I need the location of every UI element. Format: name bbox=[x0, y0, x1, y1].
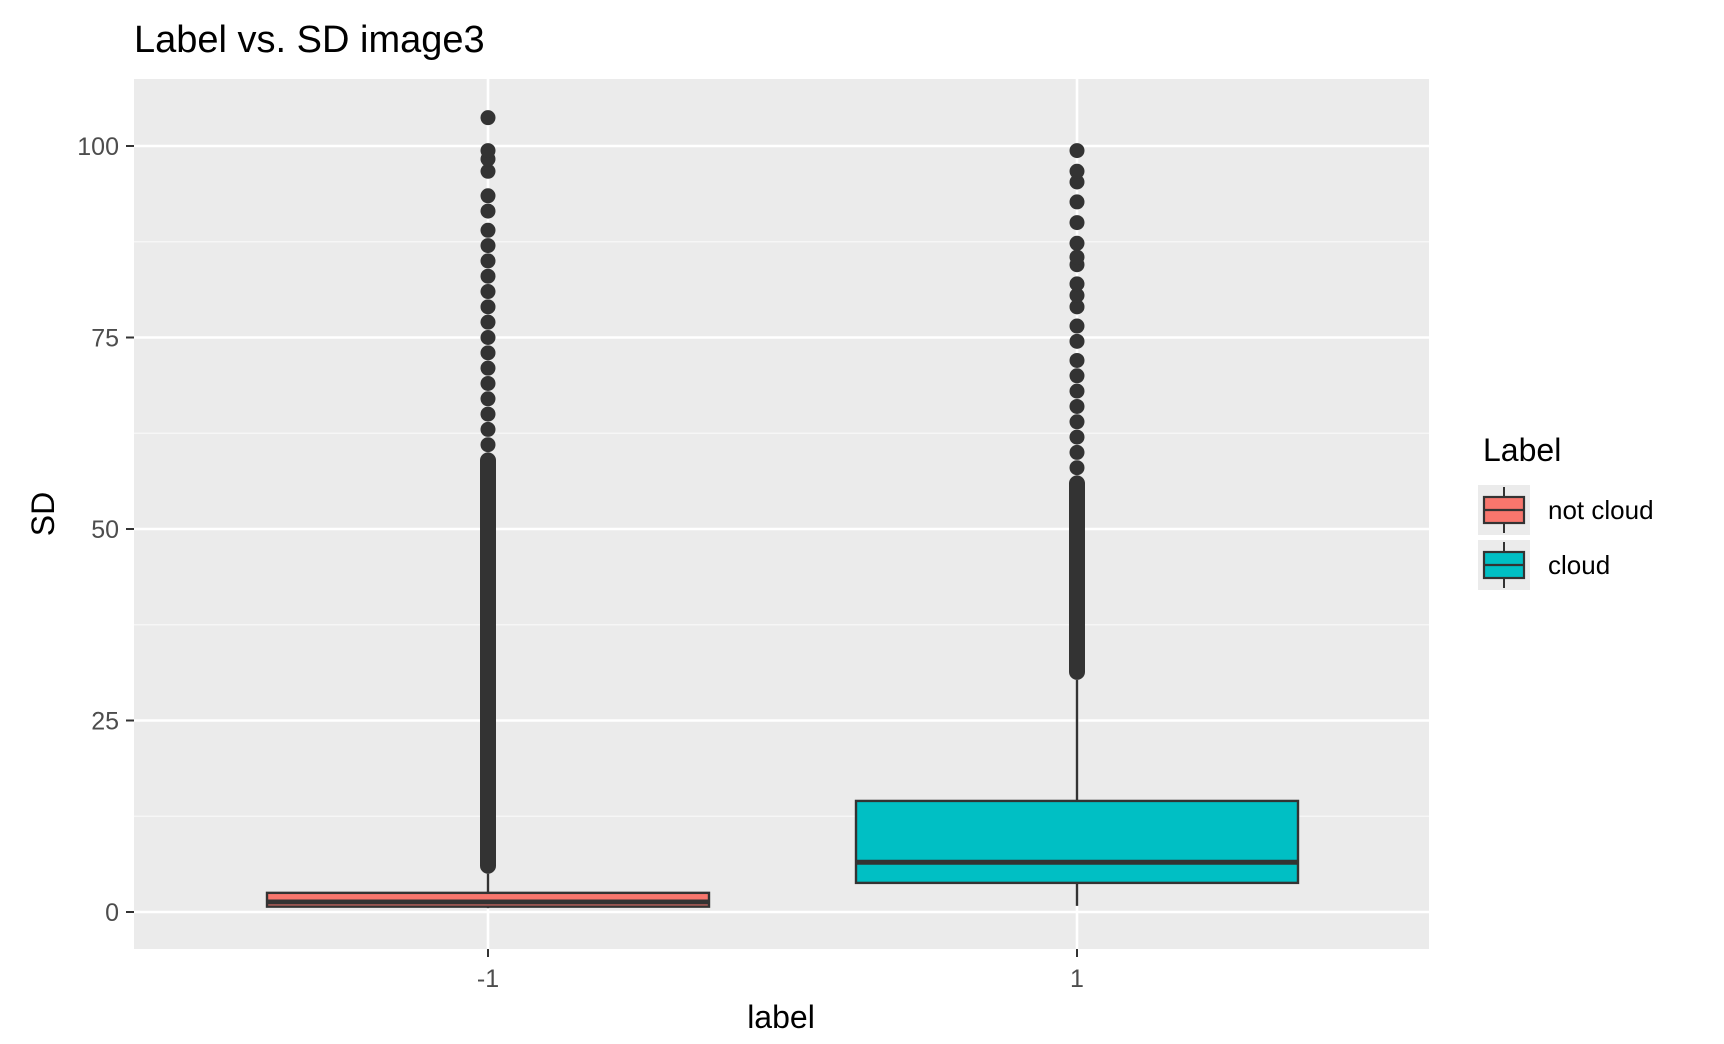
chart-title: Label vs. SD image3 bbox=[134, 19, 485, 61]
x-axis-title: label bbox=[747, 999, 815, 1035]
legend-key-cloud: cloud bbox=[1478, 540, 1610, 590]
outlier-point bbox=[480, 345, 496, 361]
outlier-point bbox=[480, 406, 496, 422]
y-tick-label: 100 bbox=[77, 133, 119, 161]
box-not-cloud bbox=[265, 110, 711, 909]
outlier-band bbox=[1069, 475, 1085, 680]
x-tick-label: -1 bbox=[477, 965, 499, 993]
outlier-point bbox=[480, 143, 496, 159]
outlier-point bbox=[480, 299, 496, 315]
outlier-point bbox=[1069, 318, 1085, 334]
box-body bbox=[854, 799, 1300, 885]
outlier-point bbox=[480, 222, 496, 238]
legend-label: cloud bbox=[1548, 550, 1610, 580]
outlier-point bbox=[1069, 235, 1085, 251]
outlier-point bbox=[1069, 215, 1085, 231]
outlier-point bbox=[480, 391, 496, 407]
outlier-band bbox=[480, 452, 496, 874]
outlier-point bbox=[1069, 368, 1085, 384]
outlier-point bbox=[1069, 287, 1085, 303]
y-axis-title: SD bbox=[25, 492, 61, 536]
legend-label: not cloud bbox=[1548, 495, 1654, 525]
box-cloud bbox=[854, 143, 1300, 906]
outlier-point bbox=[480, 437, 496, 453]
outlier-point bbox=[480, 110, 496, 126]
outlier-point bbox=[480, 360, 496, 376]
outlier-point bbox=[1069, 174, 1085, 190]
legend: Label not cloud cloud bbox=[1478, 432, 1654, 590]
y-tick-label: 0 bbox=[105, 899, 119, 927]
outlier-point bbox=[480, 421, 496, 437]
outlier-point bbox=[1069, 299, 1085, 315]
outlier-point bbox=[1069, 414, 1085, 430]
outlier-point bbox=[1069, 163, 1085, 179]
outlier-point bbox=[480, 330, 496, 345]
outlier-point bbox=[1069, 276, 1085, 292]
x-axis: -1 1 bbox=[477, 949, 1084, 993]
outlier-point bbox=[480, 203, 496, 219]
outlier-point bbox=[1069, 194, 1085, 210]
outlier-point bbox=[480, 253, 496, 269]
legend-key-not-cloud: not cloud bbox=[1478, 485, 1654, 535]
y-tick-label: 25 bbox=[91, 708, 119, 736]
outlier-point bbox=[480, 314, 496, 330]
outlier-point bbox=[480, 284, 496, 300]
x-tick-label: 1 bbox=[1070, 965, 1084, 993]
outlier-point bbox=[1069, 383, 1085, 399]
outlier-point bbox=[480, 163, 496, 179]
outlier-point bbox=[480, 268, 496, 284]
y-tick-label: 75 bbox=[91, 325, 119, 353]
outlier-point bbox=[1069, 249, 1085, 265]
outlier-point bbox=[1069, 398, 1085, 414]
outlier-point bbox=[1069, 143, 1085, 159]
outlier-point bbox=[1069, 444, 1085, 460]
outlier-point bbox=[1069, 429, 1085, 445]
box-groups bbox=[265, 110, 1300, 909]
y-axis: 0 25 50 75 100 bbox=[77, 133, 134, 927]
outlier-point bbox=[1069, 352, 1085, 368]
outlier-point bbox=[1069, 333, 1085, 349]
outlier-point bbox=[480, 375, 496, 391]
outlier-point bbox=[480, 188, 496, 204]
y-tick-label: 50 bbox=[91, 516, 119, 544]
legend-title: Label bbox=[1483, 432, 1561, 468]
outlier-point bbox=[1069, 460, 1085, 476]
outlier-point bbox=[480, 238, 496, 254]
